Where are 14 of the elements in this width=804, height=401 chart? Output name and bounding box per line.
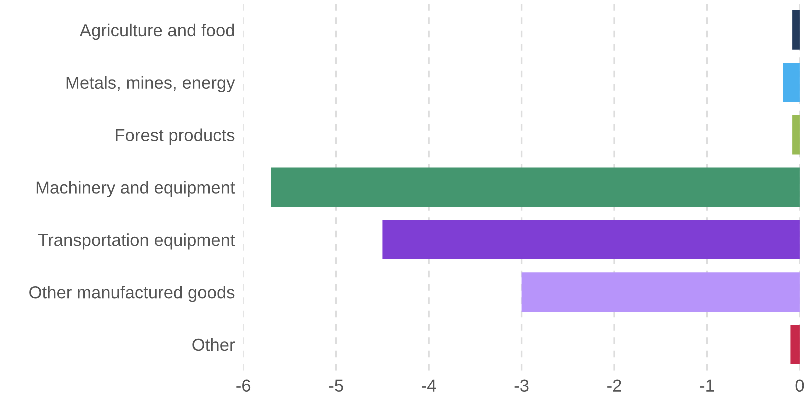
x-tick-label: -2 [608, 380, 622, 392]
y-tick-label: Other manufactured goods [30, 286, 235, 302]
y-tick-label: Metals, mines, energy [66, 76, 236, 93]
x-tick-label: 0 [796, 380, 804, 392]
x-tick-label: -3 [514, 380, 529, 392]
y-tick-label: Other [192, 338, 235, 352]
y-tick-label: Agriculture and food [80, 24, 234, 40]
x-tick-label: -1 [700, 380, 714, 392]
x-tick-label: -6 [236, 380, 251, 392]
x-tick-label: -5 [329, 380, 344, 392]
y-tick-label: Transportation equipment [38, 234, 236, 250]
y-tick-label: Forest products [116, 128, 235, 145]
y-tick-label: Machinery and equipment [36, 181, 236, 198]
x-tick-label: -4 [422, 380, 436, 392]
